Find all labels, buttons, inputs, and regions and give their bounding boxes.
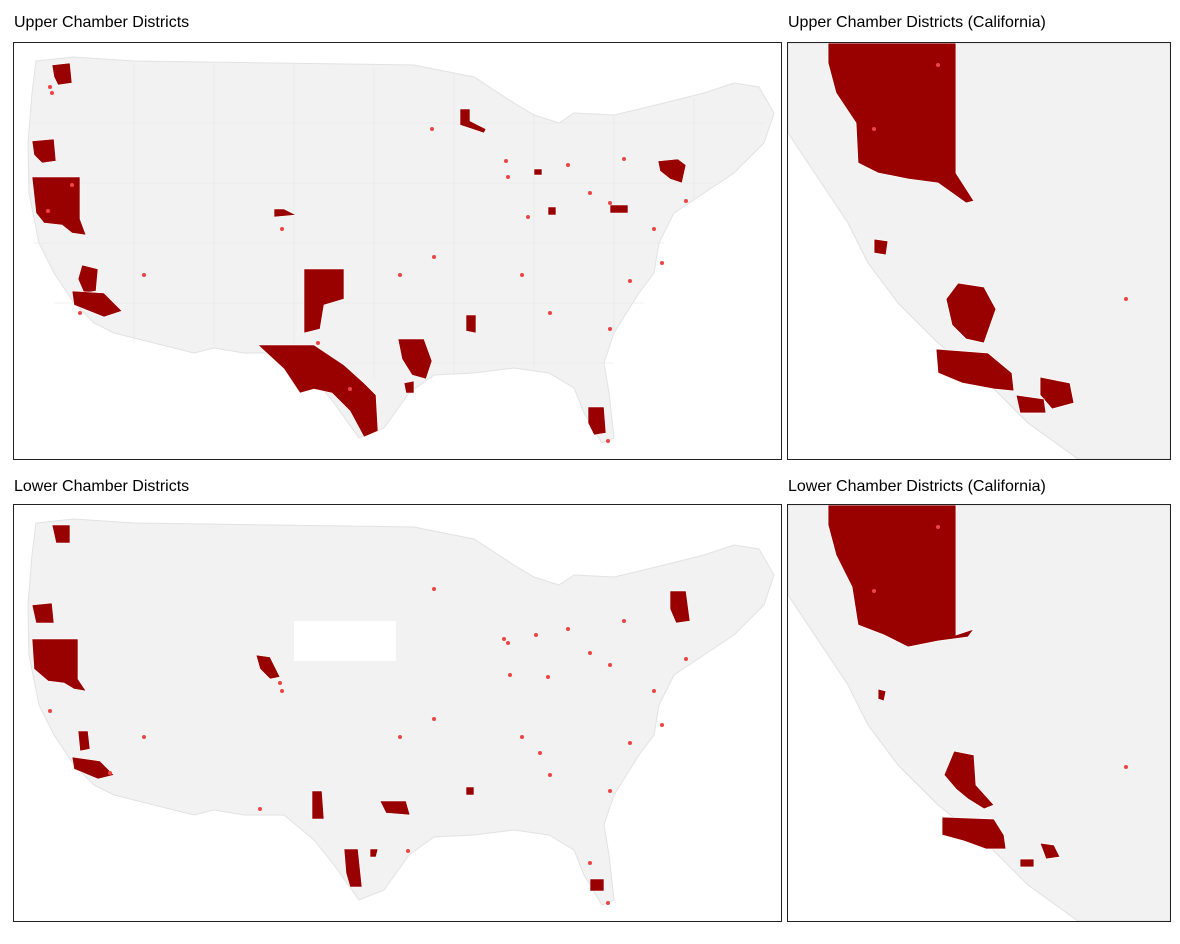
district-centroids bbox=[872, 525, 1128, 769]
highlighted-districts bbox=[827, 505, 1061, 868]
district-west-texas bbox=[257, 344, 379, 438]
district-indiana bbox=[547, 206, 557, 216]
district-chicago-area bbox=[533, 168, 543, 176]
district-centroids bbox=[872, 63, 1128, 301]
district-east-texas bbox=[397, 338, 433, 380]
district-seattle bbox=[51, 62, 73, 86]
upper-chamber-california-map bbox=[787, 42, 1171, 460]
district-los-angeles bbox=[71, 290, 123, 318]
highlighted-districts bbox=[31, 62, 687, 438]
upper-chamber-california-title: Upper Chamber Districts (California) bbox=[788, 14, 1046, 31]
upper-chamber-title: Upper Chamber Districts bbox=[14, 14, 190, 31]
lower-chamber-california-map bbox=[787, 504, 1171, 922]
lower-chamber-california-title: Lower Chamber Districts (California) bbox=[788, 478, 1046, 495]
district-grid bbox=[29, 63, 764, 378]
us-landmass bbox=[27, 56, 775, 444]
district-florida bbox=[587, 406, 607, 436]
district-portland bbox=[31, 138, 57, 164]
district-centroids bbox=[46, 85, 688, 443]
district-northern-california bbox=[31, 176, 87, 236]
district-centroids bbox=[48, 587, 688, 905]
district-st-louis bbox=[465, 314, 477, 334]
district-pennsylvania bbox=[609, 204, 629, 214]
lower-chamber-title: Lower Chamber Districts bbox=[14, 478, 190, 495]
highlighted-districts bbox=[31, 524, 691, 892]
district-colorado bbox=[273, 208, 298, 218]
district-texas-panhandle bbox=[303, 268, 345, 334]
district-minneapolis bbox=[459, 108, 487, 134]
lower-chamber-us-map bbox=[13, 504, 782, 922]
upper-chamber-us-map bbox=[13, 42, 782, 460]
district-houston bbox=[403, 380, 415, 394]
highlighted-districts bbox=[827, 43, 1075, 414]
nebraska-gap bbox=[294, 621, 396, 661]
district-new-york bbox=[657, 158, 687, 184]
